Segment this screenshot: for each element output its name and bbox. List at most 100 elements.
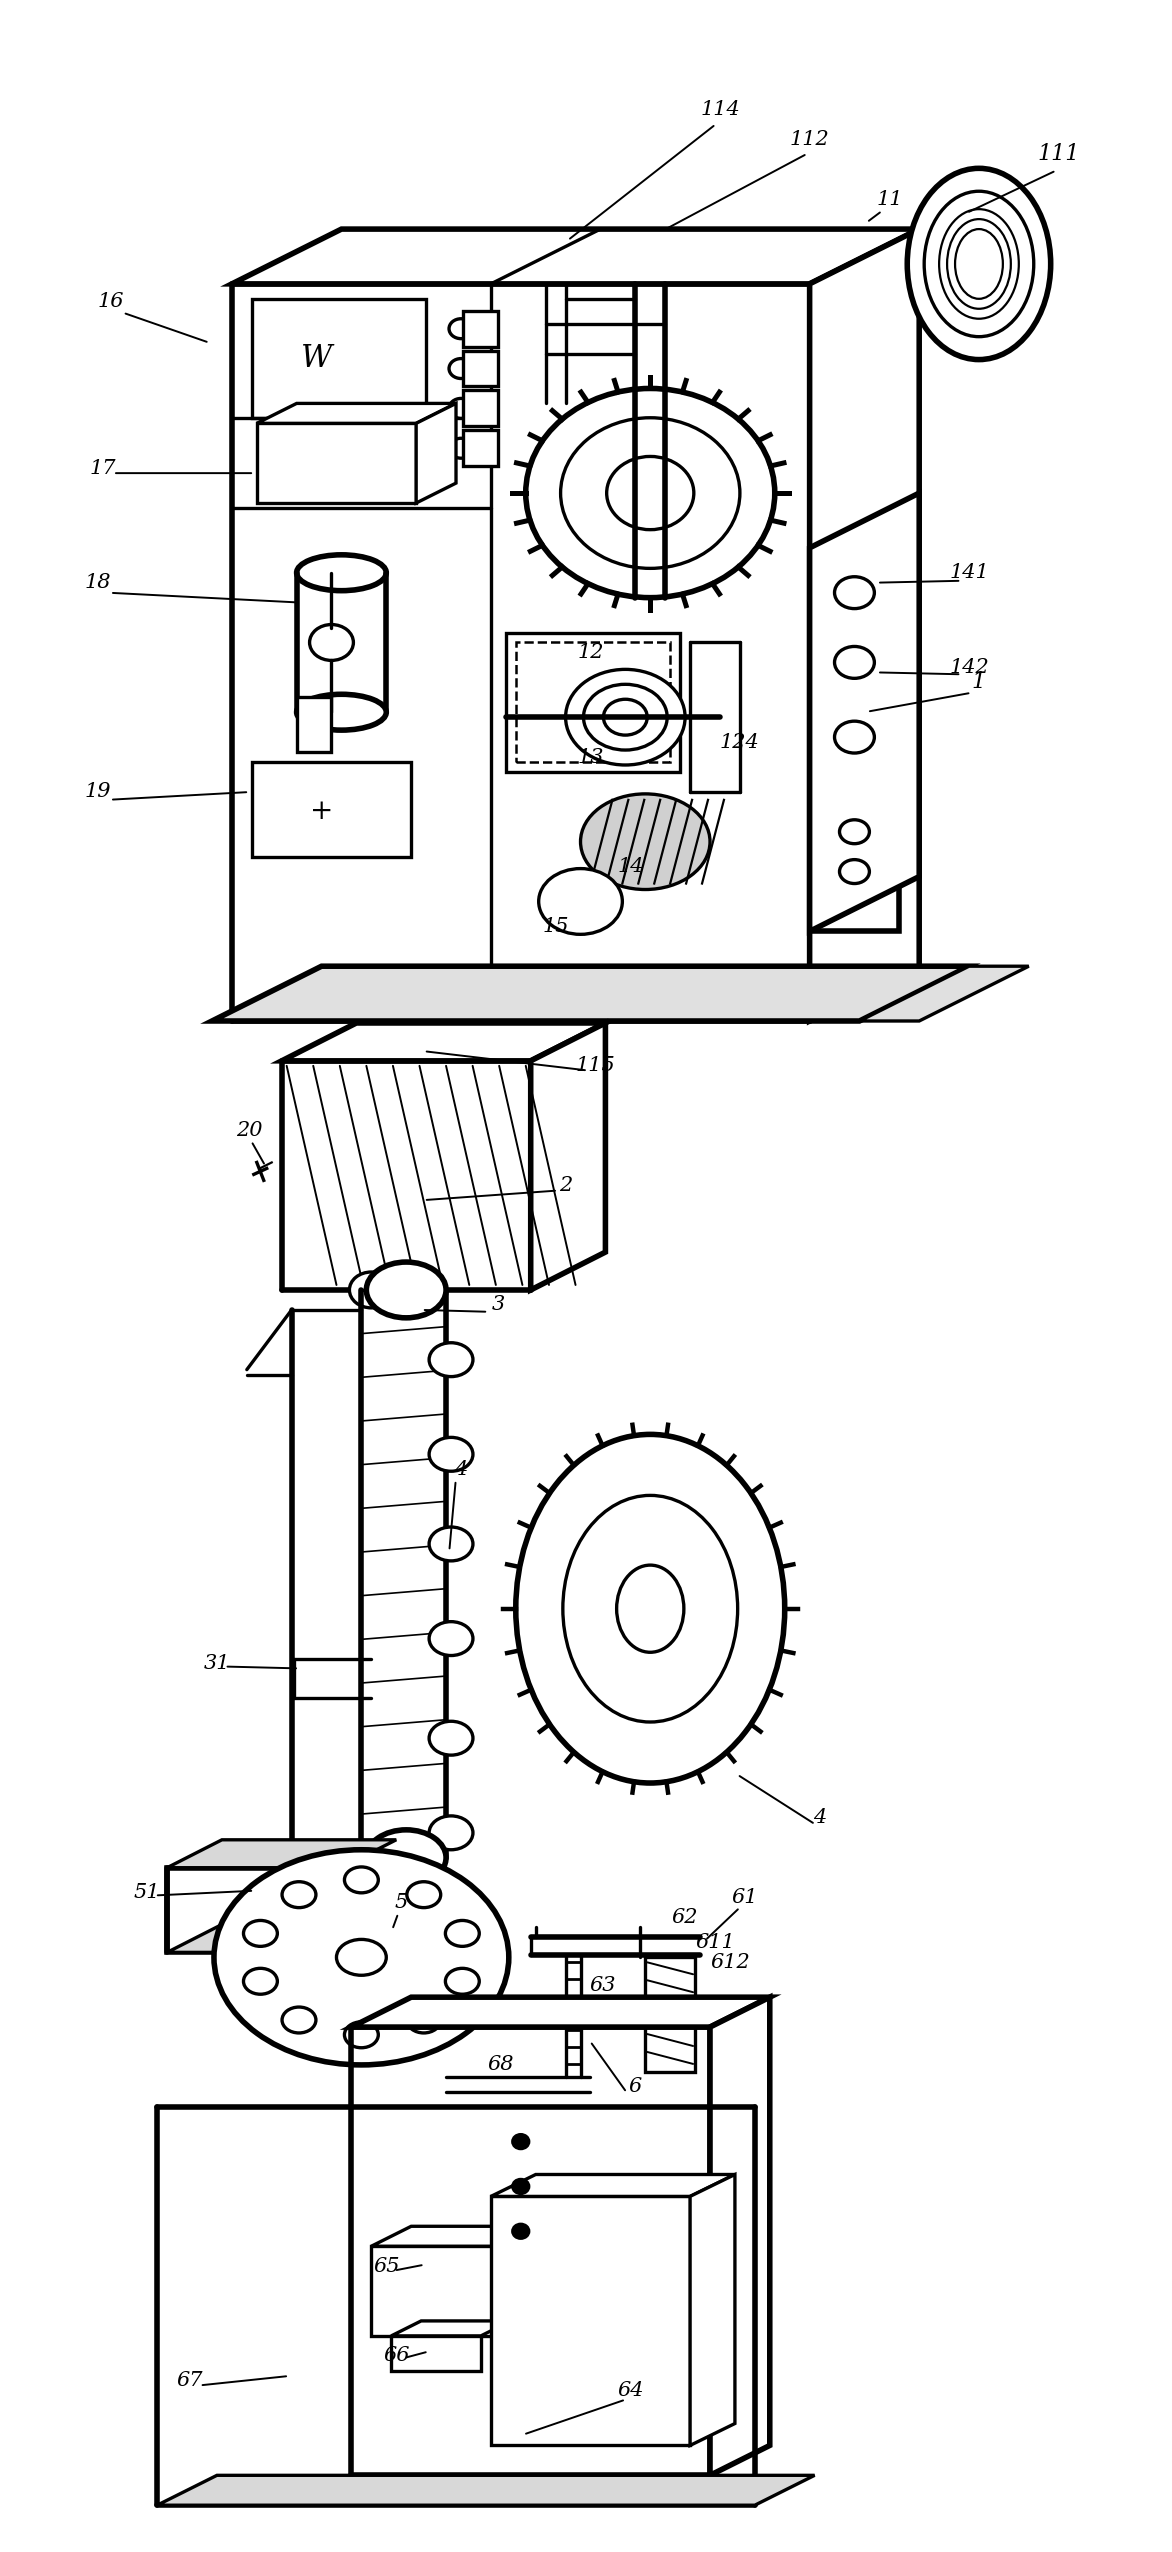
Text: 115: 115 [575, 1057, 615, 1074]
Text: 111: 111 [1037, 143, 1079, 166]
Polygon shape [281, 1023, 606, 1062]
Polygon shape [157, 2475, 815, 2506]
Polygon shape [232, 230, 919, 283]
Ellipse shape [445, 1922, 479, 1947]
Ellipse shape [604, 699, 647, 735]
Bar [252, 763, 411, 857]
Ellipse shape [513, 2133, 529, 2149]
Ellipse shape [407, 2006, 441, 2034]
Ellipse shape [297, 694, 387, 730]
Ellipse shape [526, 388, 775, 597]
Ellipse shape [429, 1720, 473, 1756]
Polygon shape [352, 1998, 770, 2026]
Ellipse shape [349, 1271, 394, 1307]
Polygon shape [531, 1023, 606, 1289]
Ellipse shape [449, 319, 473, 339]
Ellipse shape [939, 209, 1018, 319]
Ellipse shape [449, 439, 473, 459]
Text: 67: 67 [177, 2371, 203, 2391]
Polygon shape [810, 230, 919, 1021]
Ellipse shape [955, 230, 1003, 299]
Text: 63: 63 [590, 1975, 615, 1996]
Ellipse shape [407, 1881, 441, 1909]
Polygon shape [391, 2320, 511, 2335]
Ellipse shape [516, 1434, 785, 1784]
Polygon shape [212, 967, 969, 1021]
Text: 13: 13 [578, 748, 604, 766]
Ellipse shape [580, 794, 710, 891]
Ellipse shape [560, 419, 740, 569]
Ellipse shape [607, 457, 694, 531]
Ellipse shape [539, 868, 622, 934]
Text: 19: 19 [84, 783, 110, 801]
Polygon shape [257, 403, 456, 424]
Text: 64: 64 [618, 2381, 643, 2399]
Ellipse shape [297, 554, 387, 590]
Bar [252, 299, 427, 419]
Ellipse shape [429, 1342, 473, 1376]
Text: 18: 18 [84, 574, 110, 592]
Ellipse shape [244, 1922, 278, 1947]
Ellipse shape [834, 646, 874, 679]
Text: 68: 68 [488, 2054, 515, 2075]
Text: 114: 114 [700, 100, 740, 120]
Text: W: W [301, 342, 332, 375]
Ellipse shape [834, 722, 874, 753]
Bar [372, 2246, 500, 2335]
Ellipse shape [513, 2225, 529, 2238]
Text: 5: 5 [395, 1894, 408, 1911]
Text: 11: 11 [875, 189, 902, 209]
Text: 12: 12 [578, 643, 604, 661]
Ellipse shape [429, 1437, 473, 1473]
Ellipse shape [563, 1495, 737, 1723]
Ellipse shape [345, 1868, 379, 1894]
Text: 17: 17 [89, 459, 116, 477]
Polygon shape [168, 1924, 396, 1952]
Ellipse shape [449, 398, 473, 419]
Text: 4: 4 [813, 1809, 826, 1827]
Bar [463, 350, 498, 385]
Bar [257, 424, 416, 503]
Ellipse shape [566, 669, 686, 766]
Polygon shape [710, 1998, 770, 2475]
Text: 20: 20 [237, 1120, 263, 1141]
Ellipse shape [336, 1940, 387, 1975]
Text: 15: 15 [543, 916, 568, 937]
Ellipse shape [282, 1881, 316, 1909]
Ellipse shape [584, 684, 667, 750]
Polygon shape [416, 403, 456, 503]
Text: 14: 14 [618, 857, 643, 875]
Text: 51: 51 [134, 1883, 161, 1901]
Ellipse shape [429, 1817, 473, 1850]
Text: 2: 2 [559, 1176, 572, 1194]
Bar [491, 2197, 690, 2445]
Text: 611: 611 [695, 1932, 735, 1952]
Text: 61: 61 [731, 1888, 758, 1906]
Ellipse shape [947, 219, 1010, 309]
Polygon shape [168, 1840, 396, 1868]
Polygon shape [372, 2225, 540, 2246]
Bar [463, 390, 498, 426]
Text: 612: 612 [710, 1952, 750, 1973]
Text: 66: 66 [383, 2345, 409, 2366]
Text: 62: 62 [672, 1909, 699, 1927]
Bar [463, 431, 498, 467]
Ellipse shape [925, 191, 1034, 337]
Text: 6: 6 [628, 2077, 642, 2095]
Text: 65: 65 [373, 2256, 400, 2276]
Bar [297, 697, 332, 753]
Text: 16: 16 [97, 293, 123, 311]
Ellipse shape [214, 1850, 509, 2065]
Ellipse shape [616, 1564, 684, 1651]
Ellipse shape [834, 577, 874, 607]
Text: 112: 112 [790, 130, 830, 148]
Ellipse shape [445, 1968, 479, 1993]
Ellipse shape [839, 819, 870, 845]
Bar [391, 2335, 481, 2371]
Polygon shape [859, 967, 1029, 1021]
Ellipse shape [345, 2021, 379, 2047]
Text: 1: 1 [972, 671, 986, 694]
Polygon shape [690, 2174, 735, 2445]
Ellipse shape [513, 2179, 529, 2192]
Bar [516, 643, 670, 763]
